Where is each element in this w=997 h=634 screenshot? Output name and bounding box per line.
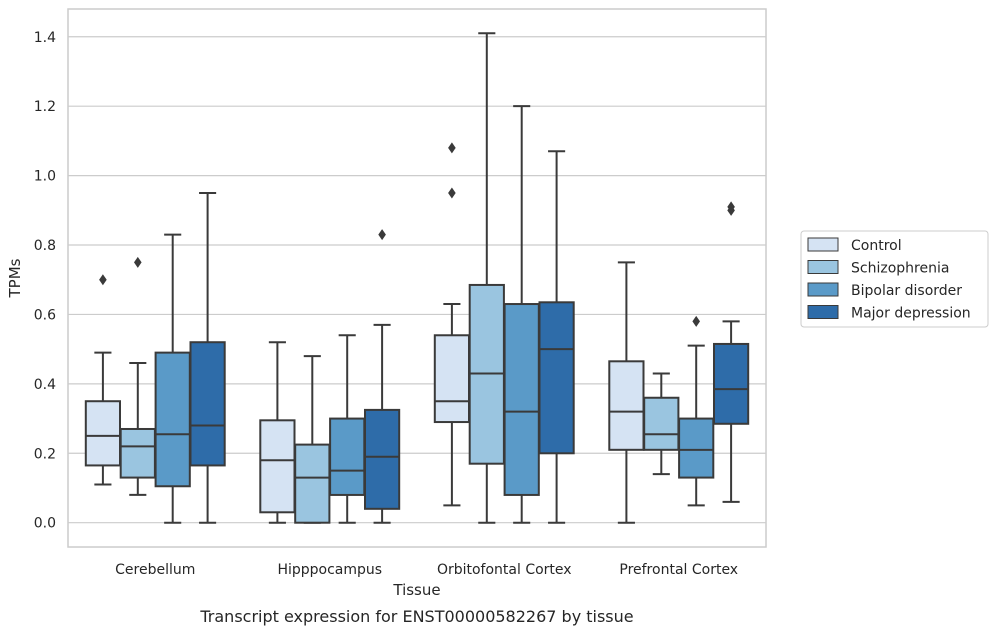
x-tick-label: Orbitofontal Cortex <box>437 562 572 578</box>
y-tick-label: 1.4 <box>34 30 56 46</box>
x-tick-label: Cerebellum <box>115 562 195 578</box>
box-3-1 <box>363 229 401 524</box>
x-axis-label: Tissue <box>392 581 440 599</box>
box-1-2 <box>468 32 505 524</box>
legend: Control Schizophrenia Bipolar disorder Majo… <box>800 230 989 328</box>
box-0-3 <box>608 261 645 524</box>
legend-frame <box>800 230 989 328</box>
y-axis-ticks: 0.0 0.2 0.4 0.6 0.8 1.0 1.2 1.4 <box>34 30 56 532</box>
iqr-box <box>294 443 331 524</box>
iqr-box <box>84 400 122 467</box>
plot-frame <box>67 8 767 548</box>
iqr-box <box>503 303 540 496</box>
box-2-3 <box>678 315 715 507</box>
outlier-marker <box>448 142 456 154</box>
plot-boxes <box>84 32 750 524</box>
outlier-marker <box>99 274 107 286</box>
y-tick-label: 0.4 <box>34 377 56 393</box>
y-tick-label: 0.2 <box>34 446 56 462</box>
iqr-box <box>712 342 750 425</box>
legend-label: Control <box>851 238 902 254</box>
outlier-marker <box>727 201 735 213</box>
y-tick-label: 0.8 <box>34 238 56 254</box>
box-3-0 <box>189 191 226 524</box>
box-2-2 <box>503 105 540 524</box>
x-tick-label: Hipppocampus <box>277 562 382 578</box>
box-0-1 <box>259 341 296 524</box>
box-2-0 <box>154 233 191 524</box>
chart-title: Transcript expression for ENST0000058226… <box>199 607 633 626</box>
box-3-3 <box>712 201 750 503</box>
iqr-box <box>643 396 680 451</box>
iqr-box <box>259 419 296 514</box>
box-0-0 <box>84 274 122 486</box>
box-0-2 <box>433 142 471 507</box>
y-tick-label: 0.0 <box>34 516 56 532</box>
outlier-marker <box>378 229 386 241</box>
box-1-0 <box>119 256 156 496</box>
iqr-box <box>538 301 575 455</box>
outlier-marker <box>134 256 142 268</box>
iqr-box <box>329 417 366 496</box>
y-axis-label: TPMs <box>6 258 24 298</box>
y-tick-label: 1.2 <box>34 99 56 115</box>
legend-swatch <box>807 305 839 319</box>
iqr-box <box>363 408 401 510</box>
legend-swatch <box>807 237 839 252</box>
outlier-marker <box>692 315 700 327</box>
y-tick-label: 1.0 <box>34 169 56 185</box>
box-3-2 <box>538 150 575 524</box>
box-2-1 <box>329 334 366 524</box>
y-tick-label: 0.6 <box>34 307 56 323</box>
box-1-3 <box>643 372 680 476</box>
legend-swatch <box>807 260 839 274</box>
iqr-box <box>678 417 715 479</box>
box-1-1 <box>294 355 331 524</box>
x-axis-ticks: Cerebellum Hipppocampus Orbitofontal Corte… <box>115 562 738 578</box>
legend-label: Major depression <box>851 306 971 322</box>
legend-label: Bipolar disorder <box>851 283 962 299</box>
iqr-box <box>608 360 645 451</box>
outlier-marker <box>448 187 456 199</box>
iqr-box <box>119 427 156 479</box>
iqr-box <box>154 351 191 488</box>
x-tick-label: Prefrontal Cortex <box>619 562 738 578</box>
iqr-box <box>189 341 226 467</box>
iqr-box <box>433 334 471 424</box>
legend-label: Schizophrenia <box>851 261 949 277</box>
legend-swatch <box>807 282 839 297</box>
